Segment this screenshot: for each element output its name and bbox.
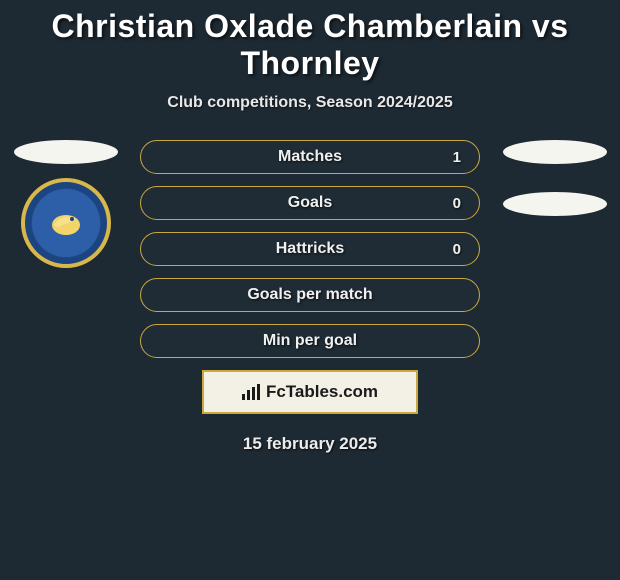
player-right-placeholder-ellipse-1 — [503, 140, 607, 164]
player-right-placeholder-ellipse-2 — [503, 192, 607, 216]
stat-row-goals: Goals 0 — [140, 186, 480, 220]
right-player-column — [497, 140, 612, 230]
bar-chart-icon — [242, 384, 262, 400]
stat-label: Goals — [288, 194, 332, 212]
stat-label: Hattricks — [276, 240, 344, 258]
stat-right-value: 1 — [453, 149, 461, 166]
brand-text: FcTables.com — [242, 382, 378, 402]
stats-list: Matches 1 Goals 0 Hattricks 0 Goals per … — [140, 140, 480, 454]
stat-row-min-per-goal: Min per goal — [140, 324, 480, 358]
brand-name: FcTables.com — [266, 382, 378, 402]
left-player-column — [8, 140, 123, 268]
stat-label: Min per goal — [263, 332, 357, 350]
comparison-panel: Matches 1 Goals 0 Hattricks 0 Goals per … — [0, 140, 620, 454]
brand-badge: FcTables.com — [202, 370, 418, 414]
stat-right-value: 0 — [453, 195, 461, 212]
player-left-placeholder-ellipse — [14, 140, 118, 164]
stat-row-matches: Matches 1 — [140, 140, 480, 174]
stat-right-value: 0 — [453, 241, 461, 258]
club-badge-kings-lynn — [21, 178, 111, 268]
page-title: Christian Oxlade Chamberlain vs Thornley — [0, 0, 620, 82]
bird-icon — [42, 199, 90, 247]
stat-label: Matches — [278, 148, 342, 166]
footer-date: 15 february 2025 — [140, 434, 480, 454]
page-subtitle: Club competitions, Season 2024/2025 — [0, 94, 620, 112]
stat-row-hattricks: Hattricks 0 — [140, 232, 480, 266]
stat-row-goals-per-match: Goals per match — [140, 278, 480, 312]
stat-label: Goals per match — [247, 286, 372, 304]
